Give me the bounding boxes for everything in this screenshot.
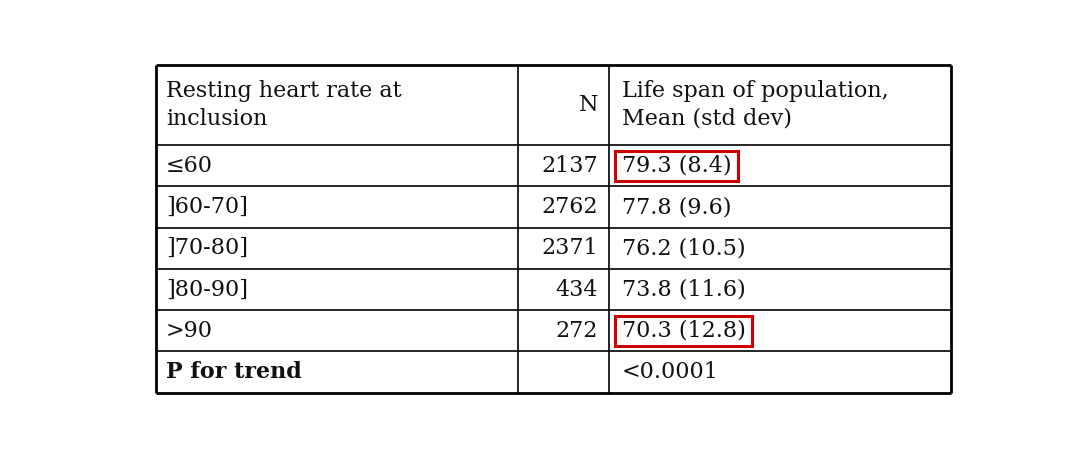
Text: >90: >90 [166,320,213,342]
Text: 2137: 2137 [542,155,598,177]
Text: N: N [579,94,598,116]
Text: 77.8 (9.6): 77.8 (9.6) [622,196,731,218]
Text: 76.2 (10.5): 76.2 (10.5) [622,237,745,259]
Text: ≤60: ≤60 [166,155,213,177]
Text: <0.0001: <0.0001 [622,361,718,383]
Text: 2762: 2762 [542,196,598,218]
Text: Resting heart rate at
inclusion: Resting heart rate at inclusion [166,80,402,130]
Text: ]70-80]: ]70-80] [166,237,248,259]
Text: ]60-70]: ]60-70] [166,196,247,218]
Text: Life span of population,
Mean (std dev): Life span of population, Mean (std dev) [622,80,889,130]
Text: 73.8 (11.6): 73.8 (11.6) [622,279,745,300]
Text: 434: 434 [556,279,598,300]
Text: 79.3 (8.4): 79.3 (8.4) [622,155,731,177]
Text: ]80-90]: ]80-90] [166,279,248,300]
Text: P for trend: P for trend [166,361,301,383]
Text: 70.3 (12.8): 70.3 (12.8) [622,320,745,342]
Text: 272: 272 [556,320,598,342]
Text: 2371: 2371 [542,237,598,259]
